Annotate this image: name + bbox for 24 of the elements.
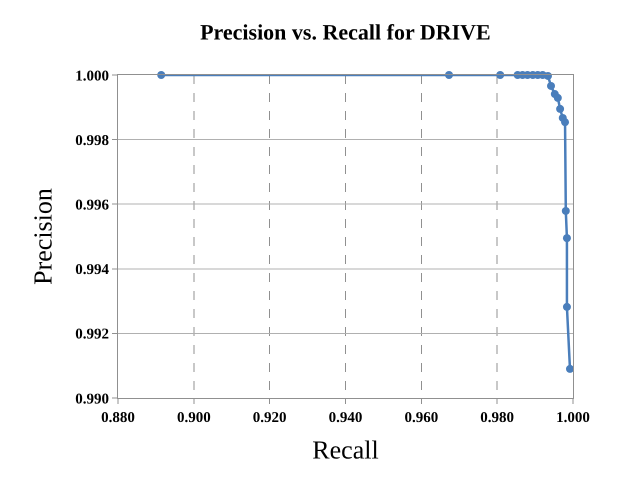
y-tick-label: 0.998 — [75, 132, 109, 149]
point — [562, 302, 571, 311]
point — [556, 104, 564, 113]
y-tick-label: 0.992 — [75, 326, 109, 343]
chart-title: Precision vs. Recall for DRIVE — [200, 20, 491, 45]
x-axis-title: Recall — [312, 436, 379, 465]
point — [561, 118, 570, 126]
point — [547, 82, 556, 90]
y-axis-title: Precision — [28, 188, 58, 285]
x-tick-label: 0.980 — [480, 410, 514, 426]
x-tick-label: 0.960 — [404, 410, 438, 426]
y-tick-label: 0.990 — [75, 391, 109, 408]
x-tick-label: 0.880 — [101, 410, 135, 426]
x-tick-label: 1.000 — [556, 410, 590, 426]
y-tick-label: 0.994 — [75, 262, 110, 278]
x-tick-label: 0.900 — [176, 410, 211, 426]
x-tick-label: 0.940 — [328, 410, 362, 426]
y-tick-label: 1.000 — [75, 68, 109, 84]
point — [554, 94, 562, 102]
point — [566, 364, 574, 373]
point — [562, 206, 570, 215]
x-tick-label: 0.920 — [252, 410, 287, 426]
point — [562, 234, 571, 242]
y-tick-label: 0.996 — [75, 197, 110, 214]
